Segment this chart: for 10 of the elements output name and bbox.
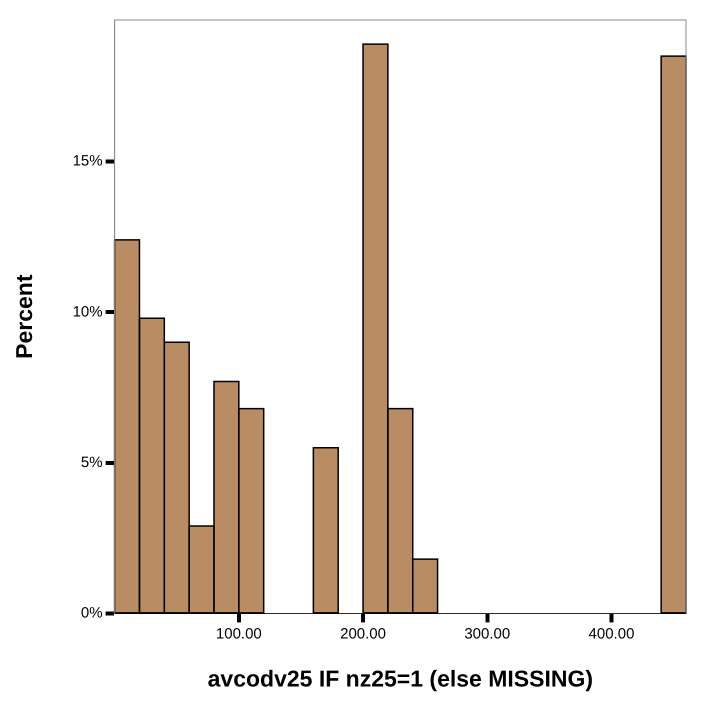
x-tick-label: 300.00 <box>464 626 510 643</box>
y-tick-label: 15% <box>72 152 103 170</box>
y-axis-title: Percent <box>11 274 38 359</box>
y-tick-label: 0% <box>80 604 103 622</box>
x-tick-label: 400.00 <box>588 626 634 643</box>
x-tick-label: 200.00 <box>340 626 386 643</box>
x-tick-label: 100.00 <box>216 626 262 643</box>
y-tick-label: 10% <box>72 303 103 320</box>
y-tick-label: 5% <box>80 454 103 471</box>
x-axis-title: avcodv25 IF nz25=1 (else MISSING) <box>208 666 594 692</box>
